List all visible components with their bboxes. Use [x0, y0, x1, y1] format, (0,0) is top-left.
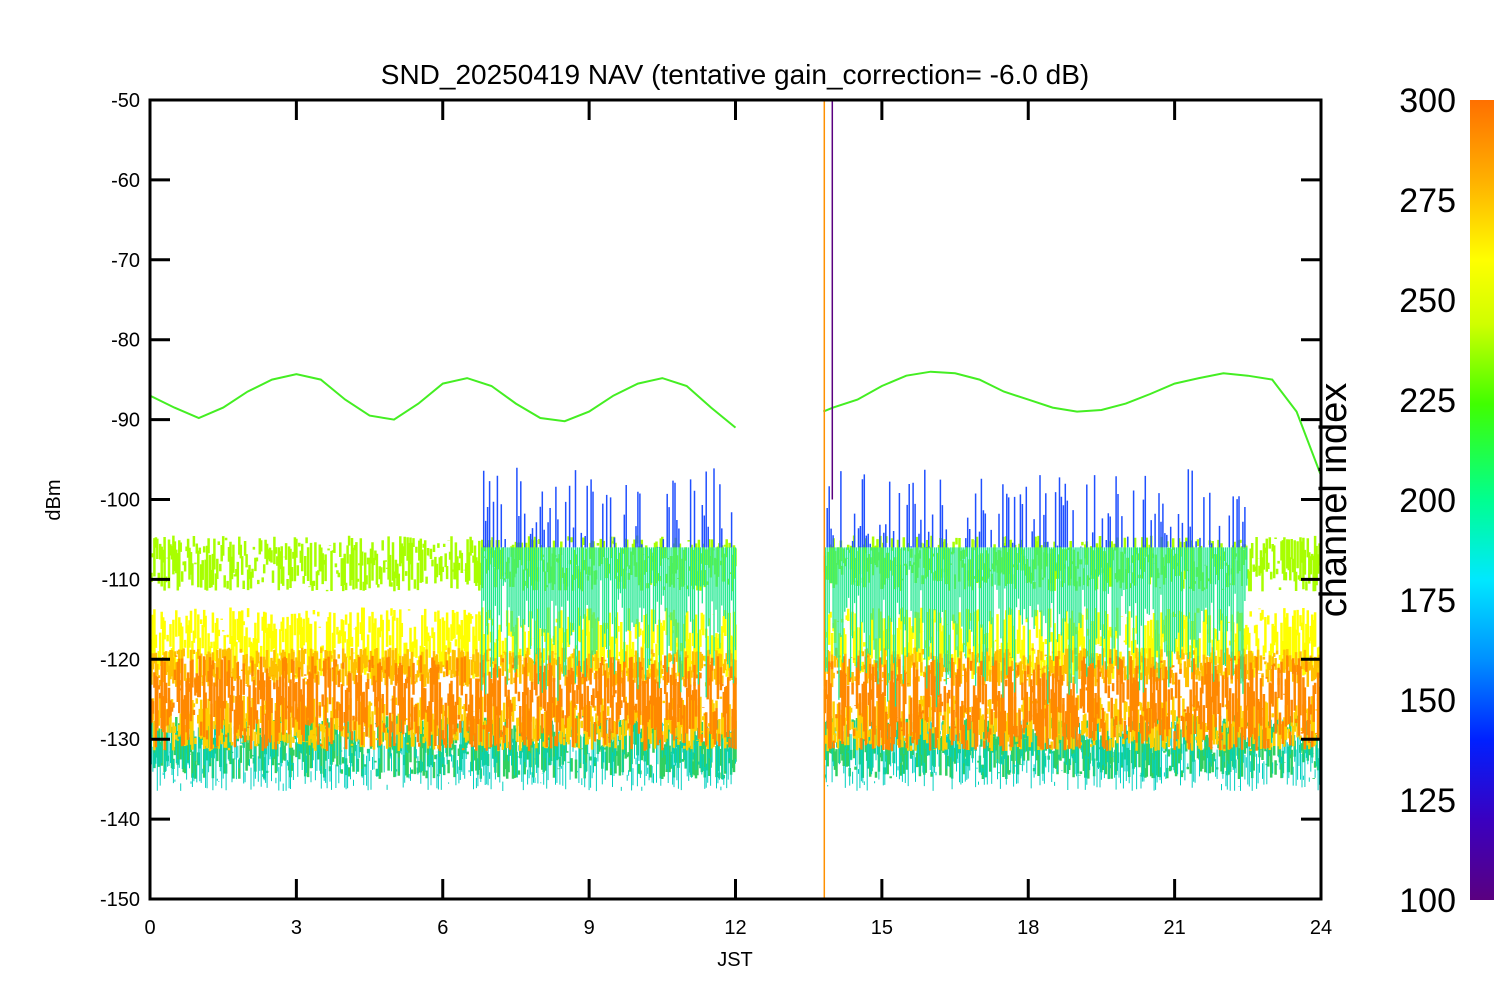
colorbar-tick-label: 300: [1399, 82, 1456, 120]
colorbar-ticks: 300 275 250 225 200 175 150 125 100: [1399, 82, 1456, 920]
y-tick-label: -120: [100, 649, 140, 671]
spike-traces: [481, 547, 1248, 708]
y-tick-label: -50: [111, 90, 140, 112]
x-tick-label: 9: [584, 917, 595, 939]
y-tick-label: -130: [100, 729, 140, 751]
x-tick-label: 15: [871, 917, 893, 939]
colorbar-title: channel index: [1313, 383, 1355, 618]
x-tick-label: 6: [437, 917, 448, 939]
y-tick-label: -80: [111, 330, 140, 352]
colorbar-tick-label: 150: [1399, 682, 1456, 720]
spike-traces-blue: [482, 467, 1246, 548]
colorbar: [1470, 100, 1494, 900]
colorbar-tick-label: 100: [1399, 882, 1456, 920]
x-tick-label: 3: [291, 917, 302, 939]
series-line-0: [150, 373, 737, 429]
colorbar-tick-label: 175: [1399, 582, 1456, 620]
axis-ticks: 0 3 6 9 12 15 18 21 24 -50 -60 -70 -80 -90 -100 -110 -12…: [100, 90, 1332, 939]
noise-band-orange: [150, 655, 1321, 752]
x-tick-label: 21: [1164, 917, 1186, 939]
colorbar-tick-label: 125: [1399, 782, 1456, 820]
x-tick-label: 12: [724, 917, 746, 939]
y-tick-label: -110: [101, 569, 140, 591]
x-tick-label: 24: [1310, 917, 1332, 939]
y-axis-title: dBm: [43, 479, 65, 520]
x-axis-title: JST: [717, 949, 753, 971]
x-tick-label: 18: [1017, 917, 1039, 939]
colorbar-tick-label: 200: [1399, 482, 1456, 520]
chart-title: SND_20250419 NAV (tentative gain_correct…: [381, 59, 1089, 90]
plot-area: [150, 100, 1321, 899]
colorbar-tick-label: 275: [1399, 182, 1456, 220]
series-line-1: [822, 370, 1321, 476]
colorbar-tick-label: 250: [1399, 282, 1456, 320]
colorbar-tick-label: 225: [1399, 382, 1456, 420]
y-tick-label: -90: [111, 410, 140, 432]
y-tick-label: -140: [100, 809, 140, 831]
y-tick-label: -60: [111, 170, 140, 192]
y-tick-label: -150: [100, 889, 140, 911]
x-tick-label: 0: [144, 917, 155, 939]
y-tick-label: -100: [100, 490, 140, 512]
y-tick-label: -70: [111, 250, 140, 272]
